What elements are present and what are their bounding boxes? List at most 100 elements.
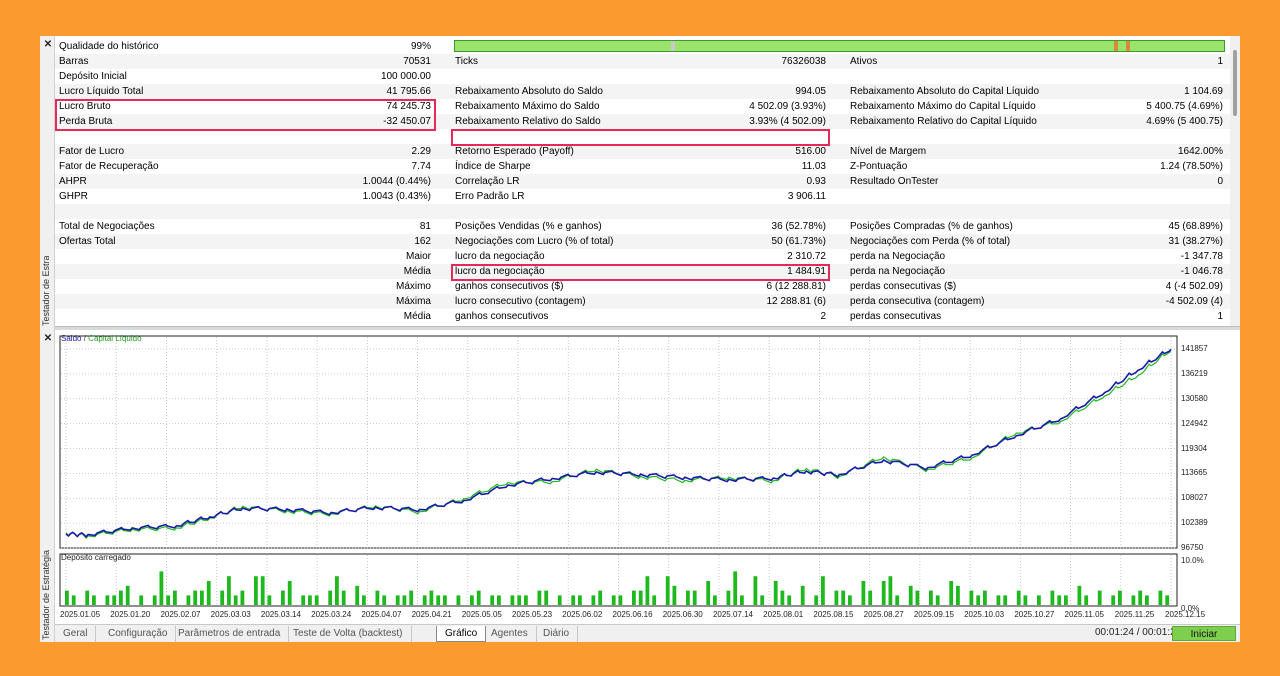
deposit-bar	[996, 595, 1001, 605]
stats-row: Ofertas Total 162 Negociações com Lucro (%…	[55, 234, 1230, 249]
stats-row: Lucro Bruto 74 245.73 Rebaixamento Máximo …	[55, 99, 1230, 114]
stats-cell-v3: 1642.00%	[1177, 146, 1223, 157]
tab-2[interactable]: Parâmetros de entrada	[170, 626, 290, 642]
deposit-bar	[821, 576, 825, 605]
deposit-bar	[429, 590, 434, 605]
x-tick-label: 2025.12.15	[1165, 610, 1206, 619]
x-tick-label: 2025.06.30	[662, 610, 703, 619]
stats-cell-l1: Ofertas Total	[59, 236, 116, 247]
tab-0[interactable]: Geral	[55, 626, 97, 642]
stats-row: Total de Negociações 81 Posições Vendidas …	[55, 219, 1230, 234]
stats-cell-l2: Correlação LR	[455, 176, 520, 187]
deposit-bar	[814, 595, 819, 605]
stats-cell-v2: 6 (12 288.81)	[766, 281, 827, 292]
stats-cell-l2: Negociações com Lucro (% of total)	[455, 236, 614, 247]
stats-cell-l3: perda na Negociação	[850, 251, 946, 262]
stats-cell-l2: ganhos consecutivos	[455, 311, 549, 322]
stats-cell-v2: 2	[820, 311, 826, 322]
deposit-bar	[733, 571, 738, 605]
deposit-bar	[335, 576, 339, 605]
stats-cell-v1: 70531	[403, 56, 431, 67]
deposit-bar	[848, 595, 852, 605]
start-button[interactable]: Iniciar	[1172, 626, 1236, 641]
x-tick-label: 2025.08.01	[763, 610, 804, 619]
tab-6[interactable]: Diário	[535, 626, 579, 642]
deposit-bar	[773, 581, 778, 605]
stats-cell-l3: Negociações com Perda (% of total)	[850, 236, 1011, 247]
stats-cell-v2: 36 (52.78%)	[771, 221, 826, 232]
deposit-bar	[1064, 595, 1068, 605]
deposit-bar	[112, 595, 117, 605]
deposit-bar	[800, 585, 805, 605]
stats-cell-v1: 74 245.73	[386, 101, 432, 112]
legend-capital: Capital Líquido	[88, 334, 142, 343]
stats-row: Máximo ganhos consecutivos ($) 6 (12 288.8…	[55, 279, 1230, 294]
tab-3[interactable]: Teste de Volta (backtest)	[285, 626, 412, 642]
tab-1[interactable]: Configuração	[100, 626, 177, 642]
deposit-bar	[787, 595, 792, 605]
stats-cell-v2: 0.93	[806, 176, 826, 187]
stats-cell-l2: Ticks	[455, 56, 478, 67]
x-tick-label: 2025.06.02	[562, 610, 603, 619]
stats-cell-l3: perda na Negociação	[850, 266, 946, 277]
deposit-bar	[71, 595, 76, 605]
deposit-bar	[395, 595, 400, 605]
stats-cell-v3: 1.24 (78.50%)	[1160, 161, 1223, 172]
x-tick-label: 2025.01.20	[110, 610, 151, 619]
deposit-bar	[125, 585, 130, 605]
stats-cell-l2: Retorno Esperado (Payoff)	[455, 146, 574, 157]
stats-cell-l1: AHPR	[59, 176, 87, 187]
tab-4[interactable]: Gráfico	[436, 626, 487, 642]
stats-row: Máxima lucro consecutivo (contagem) 12 288…	[55, 294, 1230, 309]
stats-row: Maior lucro da negociação 2 310.72 perda na…	[55, 249, 1230, 264]
close-chart-icon[interactable]: ✕	[43, 333, 53, 344]
deposit-bar	[908, 585, 913, 605]
deposit-bar	[227, 576, 231, 605]
close-stats-icon[interactable]: ✕	[43, 39, 53, 50]
stats-row: Lucro Líquido Total 41 795.66 Rebaixamento…	[55, 84, 1230, 99]
stats-row: Perda Bruta -32 450.07 Rebaixamento Relati…	[55, 114, 1230, 129]
deposit-bar	[301, 595, 306, 605]
x-tick-label: 2025.11.05	[1064, 610, 1104, 619]
x-tick-label: 2025.03.03	[210, 610, 251, 619]
y-tick-label: 141857	[1181, 344, 1208, 353]
x-tick-label: 2025.11.25	[1114, 610, 1155, 619]
stats-cell-l3: Rebaixamento Máximo do Capital Líquido	[850, 101, 1036, 112]
deposit-bar	[152, 595, 157, 605]
stats-cell-rl1: Maior	[405, 251, 431, 262]
tab-5[interactable]: Agentes	[483, 626, 537, 642]
deposit-bar	[591, 595, 596, 605]
scrollbar-thumb[interactable]	[1233, 50, 1237, 116]
deposit-bar	[557, 595, 562, 605]
deposit-bar	[935, 595, 940, 605]
stats-cell-l2: Erro Padrão LR	[455, 191, 525, 202]
deposit-bar	[571, 595, 576, 605]
stats-cell-v3: -4 502.09 (4)	[1165, 296, 1223, 307]
stats-cell-l1: Lucro Bruto	[59, 101, 111, 112]
stats-cell-v3: 4.69% (5 400.75)	[1146, 116, 1223, 127]
stats-cell-v3: 1	[1217, 56, 1223, 67]
stats-cell-l2: lucro consecutivo (contagem)	[455, 296, 586, 307]
stats-cell-v1: 2.29	[411, 146, 431, 157]
deposit-bar	[1003, 595, 1008, 605]
quality-bar-gap	[671, 41, 675, 51]
panel-divider[interactable]	[55, 326, 1240, 330]
deposit-bar	[1057, 595, 1062, 605]
deposit-bar	[456, 595, 461, 605]
deposit-bar	[1138, 590, 1143, 605]
deposit-bar	[983, 590, 987, 605]
deposit-bar	[753, 576, 758, 605]
side-label-top: Testador de Estratégia	[41, 256, 51, 326]
x-tick-label: 2025.03.14	[260, 610, 301, 619]
stats-cell-v2: 3 906.11	[787, 191, 826, 202]
deposit-bar	[119, 590, 123, 605]
balance-chart: Saldo / Capital Líquido 141857 136219 1305…	[55, 330, 1240, 624]
deposit-bar	[402, 595, 407, 605]
deposit-bar	[645, 576, 650, 605]
stats-scrollbar[interactable]	[1230, 36, 1240, 326]
stats-cell-v2: 2 310.72	[787, 251, 826, 262]
legend-separator: /	[83, 334, 86, 343]
deposit-bar	[956, 585, 960, 605]
deposit-bar	[841, 590, 846, 605]
x-tick-label: 2025.08.15	[813, 610, 854, 619]
